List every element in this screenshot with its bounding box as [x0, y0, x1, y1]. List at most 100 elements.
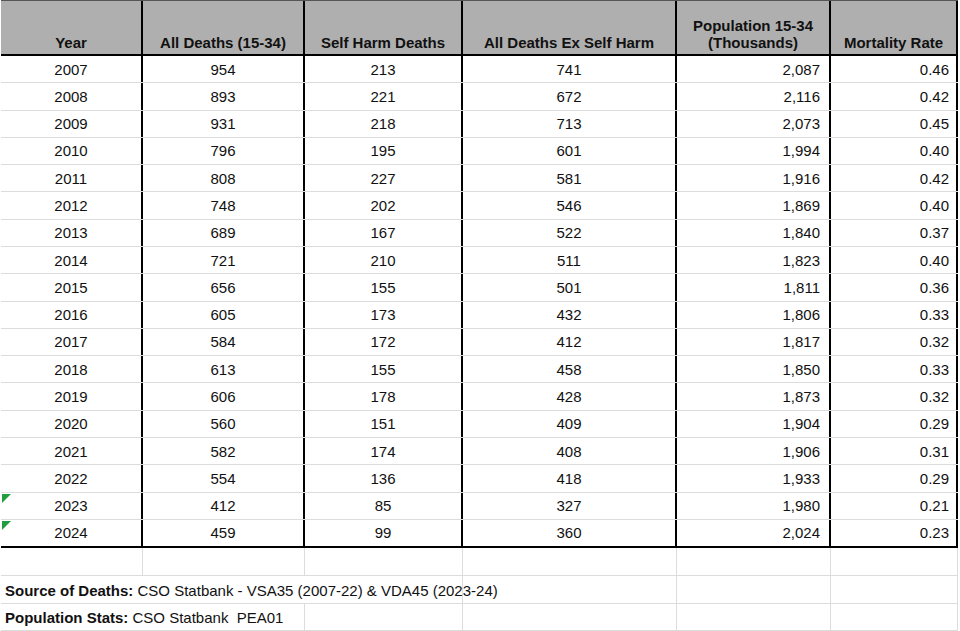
table-cell[interactable]: 0.32: [831, 329, 958, 355]
table-cell[interactable]: 2020: [1, 411, 143, 437]
table-cell[interactable]: 1,980: [677, 493, 831, 519]
table-cell[interactable]: 2018: [1, 356, 143, 382]
table-cell[interactable]: 0.23: [831, 520, 958, 546]
table-cell[interactable]: 2013: [1, 220, 143, 246]
table-cell[interactable]: 2,087: [677, 56, 831, 82]
table-cell[interactable]: 155: [305, 274, 463, 300]
table-cell[interactable]: 459: [143, 520, 305, 546]
table-cell[interactable]: 412: [143, 493, 305, 519]
table-cell[interactable]: 99: [305, 520, 463, 546]
table-cell[interactable]: 412: [463, 329, 677, 355]
table-cell[interactable]: 360: [463, 520, 677, 546]
empty-cell[interactable]: [677, 548, 831, 575]
table-cell[interactable]: 2,116: [677, 83, 831, 109]
table-cell[interactable]: 581: [463, 165, 677, 191]
empty-cell[interactable]: [305, 604, 463, 630]
table-cell[interactable]: 796: [143, 138, 305, 164]
empty-cell[interactable]: [1, 548, 143, 575]
empty-cell[interactable]: [831, 604, 958, 630]
table-cell[interactable]: 0.42: [831, 165, 958, 191]
table-cell[interactable]: 2021: [1, 438, 143, 464]
table-cell[interactable]: 173: [305, 302, 463, 328]
table-cell[interactable]: 1,994: [677, 138, 831, 164]
table-cell[interactable]: 2024: [1, 520, 143, 546]
table-cell[interactable]: 808: [143, 165, 305, 191]
table-cell[interactable]: 931: [143, 111, 305, 137]
table-cell[interactable]: 0.21: [831, 493, 958, 519]
table-cell[interactable]: 741: [463, 56, 677, 82]
table-cell[interactable]: 1,823: [677, 247, 831, 273]
table-cell[interactable]: 1,873: [677, 383, 831, 409]
empty-cell[interactable]: [677, 604, 831, 630]
table-cell[interactable]: 178: [305, 383, 463, 409]
table-cell[interactable]: 0.40: [831, 192, 958, 218]
table-cell[interactable]: 0.33: [831, 356, 958, 382]
table-cell[interactable]: 2016: [1, 302, 143, 328]
population-note-row[interactable]: Population Stats: CSO Statbank PEA01: [1, 604, 958, 631]
table-cell[interactable]: 0.46: [831, 56, 958, 82]
empty-cell[interactable]: [463, 548, 677, 575]
table-cell[interactable]: 511: [463, 247, 677, 273]
table-cell[interactable]: 522: [463, 220, 677, 246]
table-cell[interactable]: 2,024: [677, 520, 831, 546]
table-cell[interactable]: 210: [305, 247, 463, 273]
table-cell[interactable]: 748: [143, 192, 305, 218]
table-cell[interactable]: 2015: [1, 274, 143, 300]
table-cell[interactable]: 546: [463, 192, 677, 218]
table-cell[interactable]: 167: [305, 220, 463, 246]
table-cell[interactable]: 2012: [1, 192, 143, 218]
table-cell[interactable]: 136: [305, 465, 463, 491]
table-cell[interactable]: 613: [143, 356, 305, 382]
empty-cell[interactable]: [143, 548, 305, 575]
table-cell[interactable]: 1,869: [677, 192, 831, 218]
table-cell[interactable]: 172: [305, 329, 463, 355]
table-cell[interactable]: 1,817: [677, 329, 831, 355]
empty-cell[interactable]: [463, 604, 677, 630]
table-cell[interactable]: 601: [463, 138, 677, 164]
table-cell[interactable]: 2019: [1, 383, 143, 409]
table-cell[interactable]: 2,073: [677, 111, 831, 137]
table-cell[interactable]: 2009: [1, 111, 143, 137]
table-cell[interactable]: 0.45: [831, 111, 958, 137]
column-header-year[interactable]: Year: [1, 1, 143, 54]
table-cell[interactable]: 560: [143, 411, 305, 437]
table-cell[interactable]: 174: [305, 438, 463, 464]
table-cell[interactable]: 1,811: [677, 274, 831, 300]
table-cell[interactable]: 0.33: [831, 302, 958, 328]
table-cell[interactable]: 0.36: [831, 274, 958, 300]
table-cell[interactable]: 155: [305, 356, 463, 382]
table-cell[interactable]: 85: [305, 493, 463, 519]
table-cell[interactable]: 954: [143, 56, 305, 82]
table-cell[interactable]: 202: [305, 192, 463, 218]
table-cell[interactable]: 2022: [1, 465, 143, 491]
table-cell[interactable]: 1,850: [677, 356, 831, 382]
table-cell[interactable]: 1,904: [677, 411, 831, 437]
table-cell[interactable]: 672: [463, 83, 677, 109]
table-cell[interactable]: 1,916: [677, 165, 831, 191]
table-cell[interactable]: 218: [305, 111, 463, 137]
table-cell[interactable]: 0.40: [831, 138, 958, 164]
table-cell[interactable]: 0.32: [831, 383, 958, 409]
table-cell[interactable]: 1,840: [677, 220, 831, 246]
table-cell[interactable]: 605: [143, 302, 305, 328]
table-cell[interactable]: 227: [305, 165, 463, 191]
table-cell[interactable]: 2017: [1, 329, 143, 355]
column-header-all-deaths-ex-self-harm[interactable]: All Deaths Ex Self Harm: [463, 1, 677, 54]
table-cell[interactable]: 713: [463, 111, 677, 137]
table-cell[interactable]: 408: [463, 438, 677, 464]
table-cell[interactable]: 584: [143, 329, 305, 355]
table-cell[interactable]: 2008: [1, 83, 143, 109]
table-cell[interactable]: 721: [143, 247, 305, 273]
source-note-row[interactable]: Source of Deaths: CSO Statbank - VSA35 (…: [1, 576, 958, 604]
table-cell[interactable]: 1,906: [677, 438, 831, 464]
table-cell[interactable]: 221: [305, 83, 463, 109]
table-cell[interactable]: 2010: [1, 138, 143, 164]
table-cell[interactable]: 606: [143, 383, 305, 409]
table-cell[interactable]: 327: [463, 493, 677, 519]
table-cell[interactable]: 656: [143, 274, 305, 300]
table-cell[interactable]: 428: [463, 383, 677, 409]
table-cell[interactable]: 213: [305, 56, 463, 82]
table-cell[interactable]: 0.40: [831, 247, 958, 273]
table-cell[interactable]: 195: [305, 138, 463, 164]
table-cell[interactable]: 1,806: [677, 302, 831, 328]
